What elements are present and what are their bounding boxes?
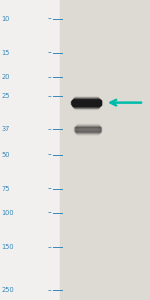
Text: –: – [48,14,52,23]
Text: –: – [48,73,52,82]
Bar [75,126,100,133]
Text: 75: 75 [2,186,10,192]
Bar [75,127,101,132]
Text: –: – [48,286,52,295]
Text: 100: 100 [2,210,14,216]
Text: –: – [48,49,52,58]
Bar [74,98,99,107]
Bar [76,125,99,134]
Bar [78,123,98,136]
Bar [74,97,98,108]
Bar [73,99,100,106]
Text: 15: 15 [2,50,10,56]
Bar [78,123,98,135]
Text: 10: 10 [2,16,10,22]
Bar [72,100,101,105]
Text: 50: 50 [2,152,10,158]
Text: –: – [48,150,52,159]
Bar [77,124,99,134]
Bar [75,126,100,132]
Text: 250: 250 [2,287,14,293]
Bar [77,124,98,135]
Bar [74,98,99,107]
Bar [76,125,100,133]
Text: 150: 150 [2,244,14,250]
Bar [75,96,97,109]
Bar [74,128,101,131]
Bar [73,99,100,106]
Bar [72,100,101,105]
Bar [75,97,98,109]
Text: –: – [48,92,52,100]
Bar [71,101,101,104]
Text: –: – [48,125,52,134]
Bar [74,98,98,108]
Bar [60,0,150,300]
Bar [72,100,100,106]
Text: –: – [48,184,52,193]
Text: –: – [48,208,52,217]
Bar [75,96,97,110]
Text: –: – [48,243,52,252]
Text: 37: 37 [2,126,10,132]
Text: 25: 25 [2,93,10,99]
Text: 20: 20 [2,74,10,80]
Bar [73,98,99,107]
